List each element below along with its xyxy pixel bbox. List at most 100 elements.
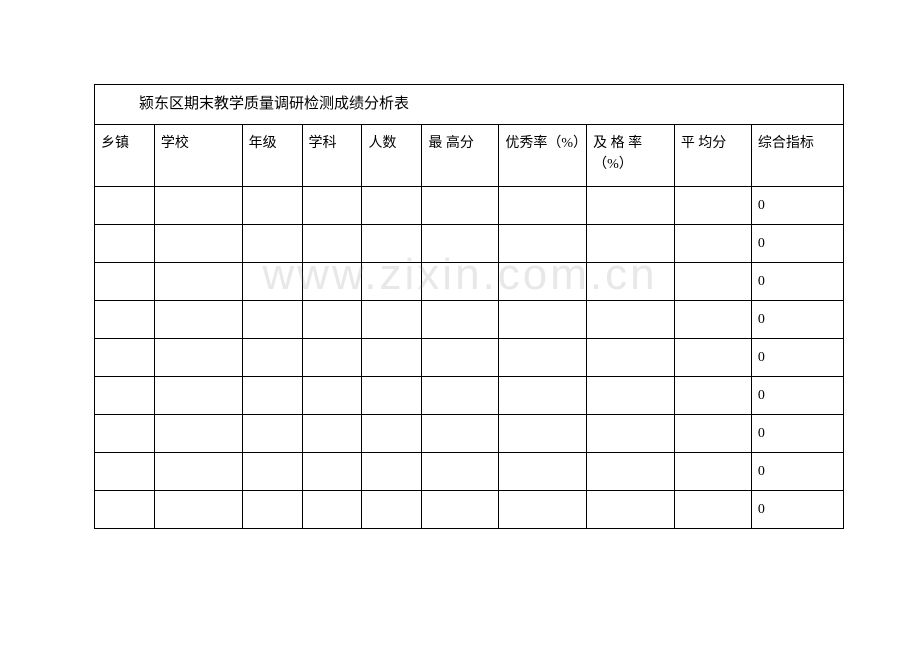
cell bbox=[302, 452, 362, 490]
cell bbox=[242, 452, 302, 490]
cell bbox=[242, 338, 302, 376]
cell bbox=[422, 414, 499, 452]
table-header-row: 乡镇 学校 年级 学科 人数 最 高分 优秀率（%） 及 格 率（%） 平 均分… bbox=[95, 124, 844, 186]
cell bbox=[154, 490, 242, 528]
cell bbox=[674, 376, 751, 414]
col-header-maxscore: 最 高分 bbox=[422, 124, 499, 186]
cell bbox=[674, 186, 751, 224]
cell bbox=[95, 186, 155, 224]
cell bbox=[362, 338, 422, 376]
cell bbox=[674, 262, 751, 300]
cell bbox=[302, 300, 362, 338]
cell bbox=[302, 338, 362, 376]
table-row: 0 bbox=[95, 376, 844, 414]
cell bbox=[302, 186, 362, 224]
cell bbox=[95, 338, 155, 376]
cell bbox=[422, 376, 499, 414]
cell bbox=[302, 414, 362, 452]
col-header-township: 乡镇 bbox=[95, 124, 155, 186]
col-header-pass: 及 格 率（%） bbox=[587, 124, 675, 186]
cell bbox=[154, 376, 242, 414]
cell bbox=[242, 414, 302, 452]
cell bbox=[95, 490, 155, 528]
cell bbox=[362, 376, 422, 414]
cell: 0 bbox=[751, 376, 843, 414]
cell bbox=[422, 186, 499, 224]
cell bbox=[587, 490, 675, 528]
cell: 0 bbox=[751, 224, 843, 262]
cell bbox=[302, 224, 362, 262]
cell: 0 bbox=[751, 414, 843, 452]
col-header-excellent: 优秀率（%） bbox=[499, 124, 587, 186]
cell bbox=[242, 262, 302, 300]
cell bbox=[95, 414, 155, 452]
table-container: 颍东区期末教学质量调研检测成绩分析表 乡镇 学校 年级 学科 人数 最 高分 优… bbox=[94, 84, 844, 529]
cell bbox=[362, 300, 422, 338]
cell bbox=[499, 452, 587, 490]
cell: 0 bbox=[751, 300, 843, 338]
cell bbox=[242, 490, 302, 528]
cell bbox=[587, 452, 675, 490]
cell bbox=[674, 452, 751, 490]
cell bbox=[95, 262, 155, 300]
cell bbox=[154, 414, 242, 452]
table-row: 0 bbox=[95, 186, 844, 224]
cell bbox=[674, 300, 751, 338]
cell bbox=[499, 414, 587, 452]
cell: 0 bbox=[751, 452, 843, 490]
cell bbox=[362, 224, 422, 262]
cell bbox=[499, 186, 587, 224]
cell bbox=[674, 490, 751, 528]
cell bbox=[587, 186, 675, 224]
table-row: 0 bbox=[95, 452, 844, 490]
cell bbox=[587, 414, 675, 452]
cell bbox=[154, 300, 242, 338]
cell bbox=[154, 224, 242, 262]
table-row: 0 bbox=[95, 414, 844, 452]
cell bbox=[587, 262, 675, 300]
cell bbox=[242, 376, 302, 414]
cell bbox=[499, 490, 587, 528]
cell bbox=[95, 224, 155, 262]
table-row: 0 bbox=[95, 300, 844, 338]
col-header-composite: 综合指标 bbox=[751, 124, 843, 186]
cell bbox=[422, 338, 499, 376]
cell bbox=[587, 224, 675, 262]
cell bbox=[499, 300, 587, 338]
table-row: 0 bbox=[95, 490, 844, 528]
cell bbox=[674, 414, 751, 452]
cell bbox=[154, 338, 242, 376]
cell bbox=[587, 338, 675, 376]
col-header-school: 学校 bbox=[154, 124, 242, 186]
col-header-subject: 学科 bbox=[302, 124, 362, 186]
cell bbox=[499, 262, 587, 300]
cell bbox=[674, 224, 751, 262]
cell: 0 bbox=[751, 186, 843, 224]
cell bbox=[587, 300, 675, 338]
table-title-row: 颍东区期末教学质量调研检测成绩分析表 bbox=[95, 85, 844, 125]
cell bbox=[154, 262, 242, 300]
cell bbox=[362, 186, 422, 224]
cell bbox=[302, 490, 362, 528]
cell bbox=[422, 300, 499, 338]
cell bbox=[302, 262, 362, 300]
table-row: 0 bbox=[95, 338, 844, 376]
cell bbox=[422, 262, 499, 300]
cell bbox=[242, 300, 302, 338]
cell bbox=[587, 376, 675, 414]
cell bbox=[674, 338, 751, 376]
cell: 0 bbox=[751, 338, 843, 376]
col-header-count: 人数 bbox=[362, 124, 422, 186]
cell bbox=[95, 376, 155, 414]
cell bbox=[154, 452, 242, 490]
cell bbox=[362, 490, 422, 528]
cell bbox=[242, 224, 302, 262]
col-header-average: 平 均分 bbox=[674, 124, 751, 186]
cell bbox=[362, 414, 422, 452]
cell bbox=[499, 338, 587, 376]
cell bbox=[499, 224, 587, 262]
cell bbox=[362, 452, 422, 490]
cell bbox=[422, 224, 499, 262]
cell bbox=[422, 452, 499, 490]
analysis-table: 颍东区期末教学质量调研检测成绩分析表 乡镇 学校 年级 学科 人数 最 高分 优… bbox=[94, 84, 844, 529]
